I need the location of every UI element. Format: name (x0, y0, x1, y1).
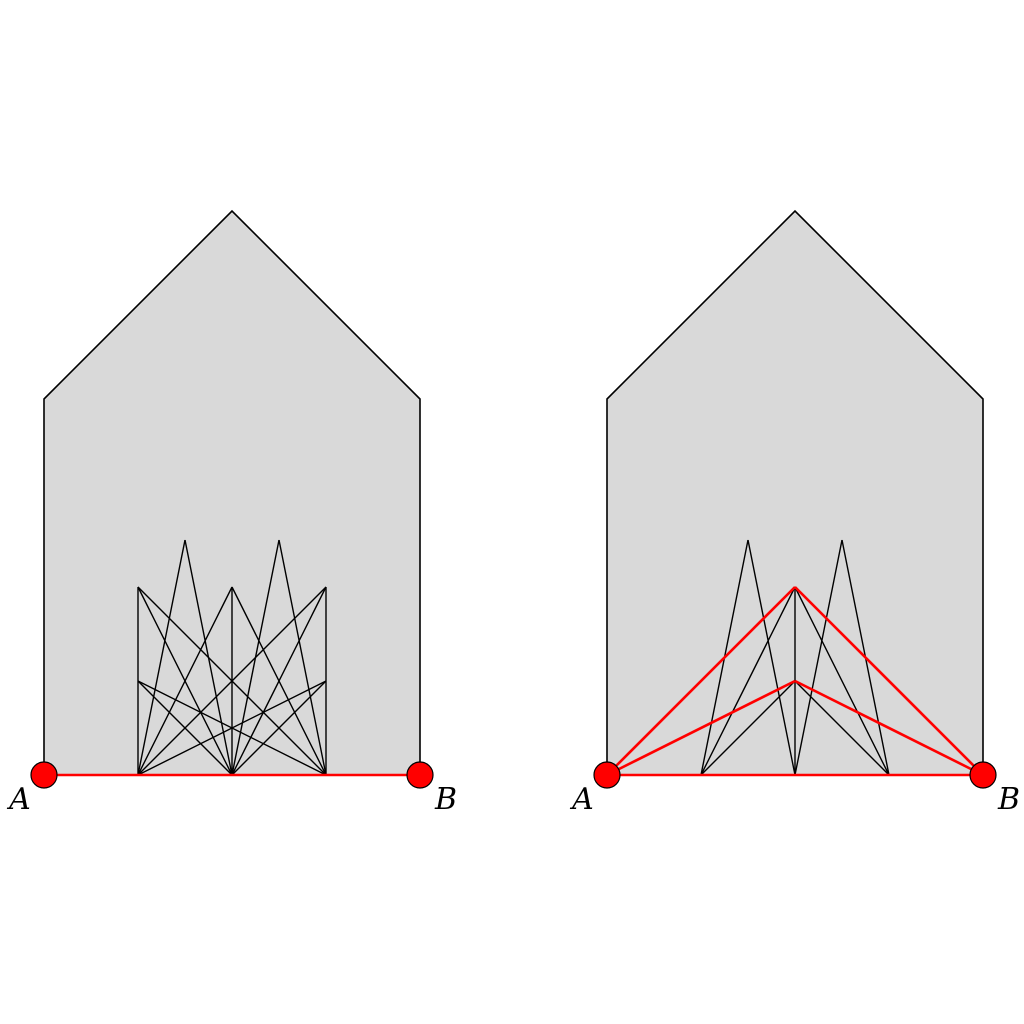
black-edge (231, 586, 327, 776)
node-a (593, 761, 621, 789)
red-edge (794, 679, 984, 777)
black-edge (700, 680, 796, 776)
black-edge (137, 586, 327, 776)
node-b (406, 761, 434, 789)
black-edge (231, 680, 327, 776)
node-label-a: A (569, 782, 594, 817)
black-edge (700, 586, 796, 776)
node-label-b: B (997, 782, 1020, 817)
node-b (969, 761, 997, 789)
black-edge (137, 680, 233, 776)
red-edge (606, 679, 796, 777)
node-a (30, 761, 58, 789)
black-edge (794, 680, 890, 776)
black-edge (137, 680, 327, 776)
red-edge (794, 586, 984, 776)
red-edge (606, 586, 796, 776)
node-label-b: B (434, 782, 457, 817)
black-edge (747, 539, 796, 776)
black-edge (278, 539, 327, 776)
black-edge (794, 539, 843, 776)
black-edge (137, 586, 233, 776)
black-edge (137, 539, 186, 776)
black-edge (794, 586, 890, 776)
node-label-a: A (6, 782, 31, 817)
